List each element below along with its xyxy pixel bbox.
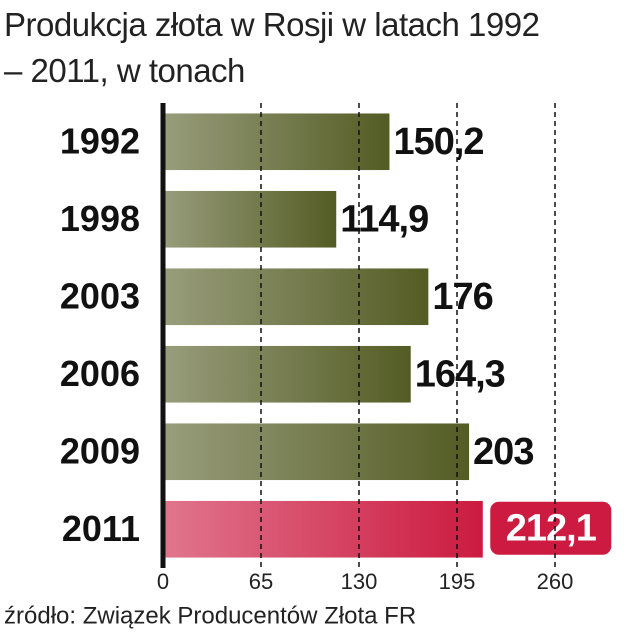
x-tick-label: 195 (439, 569, 476, 594)
y-tick-label: 2006 (60, 353, 140, 394)
value-label: 176 (432, 276, 492, 318)
source: źródło: Związek Producentów Złota FR (4, 602, 416, 629)
x-tick-label: 65 (249, 569, 273, 594)
y-tick-label: 1992 (60, 120, 140, 161)
value-label: 114,9 (340, 198, 428, 240)
y-tick-label: 2003 (60, 275, 140, 316)
y-tick-label: 1998 (60, 198, 140, 239)
bar-shine (163, 345, 411, 403)
value-label-box (487, 498, 615, 558)
bar-shine (163, 268, 429, 326)
value-label: 164,3 (415, 353, 505, 395)
bar-shine (163, 423, 470, 481)
x-tick-label: 260 (537, 569, 574, 594)
bar-shine (163, 190, 337, 248)
value-label: 150,2 (393, 121, 483, 163)
x-tick-label: 130 (341, 569, 378, 594)
bar-shine (163, 113, 390, 171)
bar-shine (163, 500, 483, 558)
chart-title: Produkcja złota w Rosji w latach 1992 – … (4, 6, 540, 89)
x-tick-label: 0 (157, 569, 169, 594)
y-tick-label: 2009 (60, 430, 140, 471)
value-label: 212,1 (506, 507, 597, 549)
value-label: 203 (473, 431, 533, 473)
y-tick-label: 2011 (62, 508, 140, 549)
